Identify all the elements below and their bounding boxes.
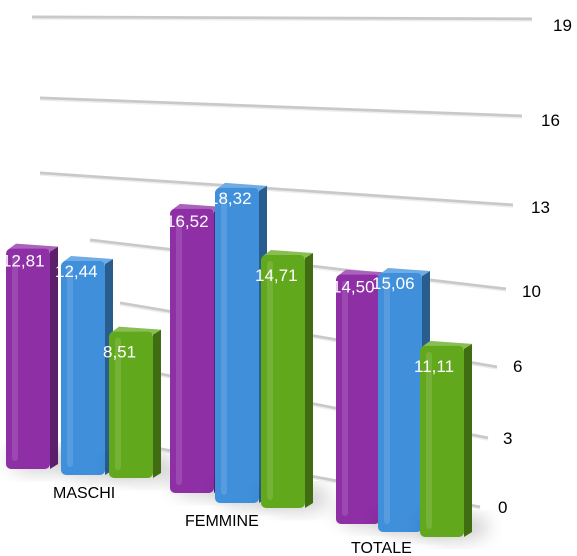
data-label: 16,52 bbox=[166, 212, 209, 231]
category-labels: MASCHI FEMMINE TOTALE bbox=[53, 485, 412, 556]
y-axis-ticks: 0 3 6 10 13 16 19 bbox=[498, 16, 572, 517]
gridline bbox=[31, 15, 533, 21]
bar bbox=[61, 261, 105, 475]
data-label: 14,71 bbox=[255, 266, 298, 285]
bar-highlight bbox=[67, 267, 73, 467]
data-label: 8,51 bbox=[103, 343, 136, 362]
bar-side bbox=[464, 343, 472, 537]
data-label: 11,11 bbox=[414, 357, 454, 376]
bar-highlight bbox=[115, 337, 121, 470]
gridline-highlight bbox=[31, 18, 533, 22]
data-label: 14,50 bbox=[332, 278, 375, 297]
y-tick-label: 13 bbox=[531, 198, 550, 217]
bar bbox=[420, 345, 464, 537]
bar-side bbox=[305, 252, 313, 508]
y-tick-label: 10 bbox=[522, 282, 541, 301]
bar-highlight bbox=[342, 280, 348, 516]
category-label: FEMMINE bbox=[185, 513, 259, 530]
data-label: 18,32 bbox=[209, 189, 252, 208]
bar bbox=[336, 274, 380, 524]
bar-side bbox=[153, 329, 161, 478]
bar-highlight bbox=[426, 351, 432, 529]
category-label: MASCHI bbox=[53, 485, 115, 502]
gridline bbox=[39, 171, 514, 207]
data-label: 12,81 bbox=[2, 252, 45, 271]
category-label: TOTALE bbox=[351, 540, 412, 556]
bar bbox=[378, 272, 422, 532]
y-tick-label: 19 bbox=[553, 16, 572, 35]
y-tick-label: 16 bbox=[541, 111, 560, 130]
gridline-highlight bbox=[39, 99, 523, 119]
bar-highlight bbox=[12, 254, 18, 461]
gridline bbox=[39, 96, 523, 118]
data-label: 12,44 bbox=[55, 262, 98, 281]
bar bbox=[261, 254, 305, 508]
bar-highlight bbox=[221, 193, 227, 495]
y-tick-label: 6 bbox=[513, 357, 522, 376]
bar bbox=[215, 187, 259, 503]
y-tick-label: 0 bbox=[498, 498, 507, 517]
bar bbox=[6, 248, 50, 469]
bar bbox=[109, 331, 153, 478]
bar bbox=[170, 208, 214, 493]
gridline-highlight bbox=[39, 174, 514, 208]
bar-highlight bbox=[267, 260, 273, 500]
data-label: 15,06 bbox=[372, 274, 415, 293]
bar-highlight bbox=[384, 278, 390, 524]
bar-side bbox=[50, 246, 58, 469]
y-tick-label: 3 bbox=[503, 429, 512, 448]
bar-highlight bbox=[176, 214, 182, 485]
